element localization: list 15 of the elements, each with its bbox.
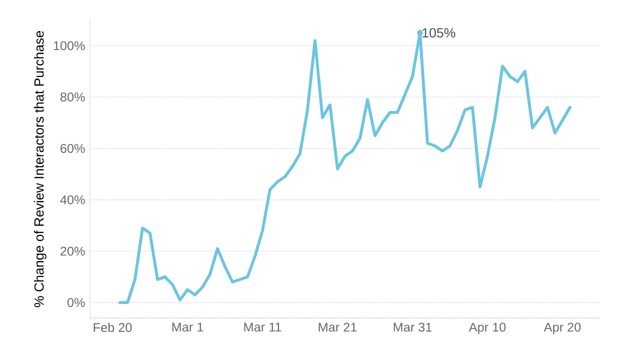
y-tick-label: 100% [54,41,85,50]
x-tick-label: Mar 1 [172,322,204,332]
x-tick-label: Apr 10 [468,322,506,334]
y-axis-title: % Change of Review Interactors that Purchase [34,31,46,308]
x-tick-label: Feb 20 [94,322,132,332]
x-tick-label: Mar 11 [244,322,282,332]
y-tick-label: 80% [60,92,85,102]
x-tick-label: Mar 31 [394,322,432,332]
y-tick-label: 40% [60,195,85,204]
y-tick-label: 20% [60,246,85,256]
y-tick-label: 60% [60,144,85,153]
y-tick-label: 0% [67,298,85,308]
x-tick-label: Mar 21 [318,322,357,332]
annotation: 105% [422,28,456,38]
x-tick-label: Apr 20 [544,322,581,334]
